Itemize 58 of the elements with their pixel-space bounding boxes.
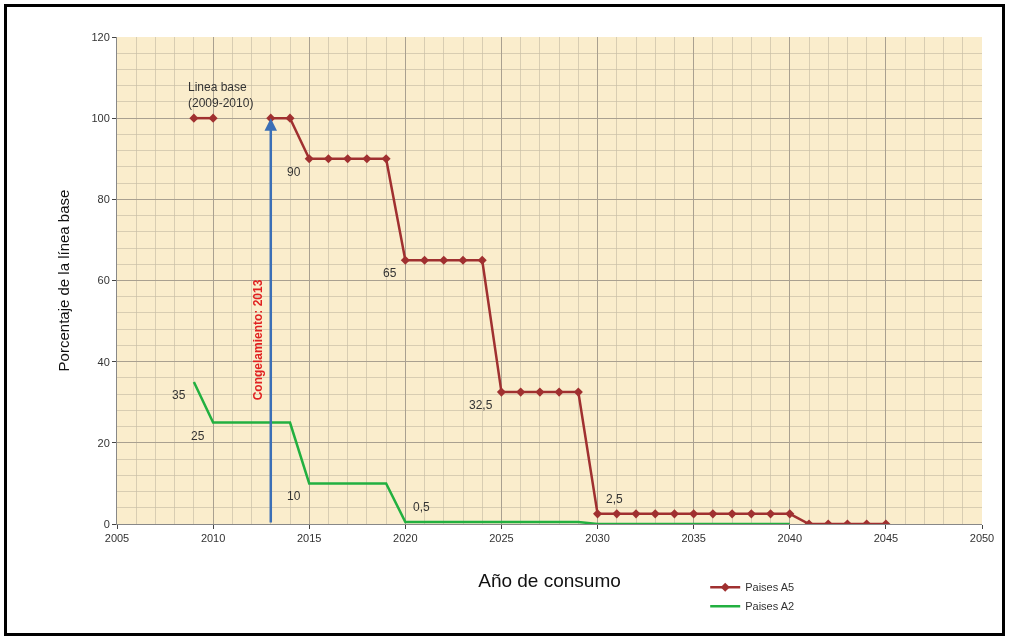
annotation: Linea base (2009-2010) xyxy=(188,80,254,110)
legend-label: Paises A5 xyxy=(745,581,795,594)
point xyxy=(535,387,545,397)
point xyxy=(727,509,737,519)
point xyxy=(785,509,795,519)
y-tick-label: 40 xyxy=(97,355,110,368)
point xyxy=(362,154,372,164)
x-tick-label: 2030 xyxy=(585,532,610,545)
x-tick-label: 2045 xyxy=(873,532,899,545)
y-axis-title: Porcentaje de la línea base xyxy=(54,189,72,372)
x-tick-label: 2005 xyxy=(104,532,130,545)
x-tick-label: 2035 xyxy=(681,532,706,545)
annotation: 35 xyxy=(172,388,186,402)
annotation: 65 xyxy=(383,266,397,280)
point xyxy=(458,255,468,265)
point xyxy=(208,113,218,123)
point xyxy=(343,154,353,164)
y-tick-label: 80 xyxy=(97,193,110,206)
point xyxy=(631,509,641,519)
point xyxy=(766,509,776,519)
y-tick-label: 60 xyxy=(97,274,110,287)
point xyxy=(746,509,756,519)
point xyxy=(400,255,410,265)
y-tick-label: 100 xyxy=(91,112,110,125)
point xyxy=(669,509,679,519)
annotation: 32,5 xyxy=(469,398,493,412)
point xyxy=(189,113,199,123)
point xyxy=(304,154,314,164)
point xyxy=(439,255,449,265)
x-tick-label: 2050 xyxy=(969,532,995,545)
y-tick-label: 0 xyxy=(103,517,110,530)
x-tick-label: 2025 xyxy=(489,532,514,545)
point xyxy=(650,509,660,519)
legend-label: Paises A2 xyxy=(745,600,795,613)
ref-line-label: Congelamiento: 2013 xyxy=(251,279,266,401)
x-tick-label: 2010 xyxy=(200,532,226,545)
y-tick-label: 20 xyxy=(97,436,110,449)
annotation: 90 xyxy=(287,165,301,179)
point xyxy=(381,154,391,164)
point xyxy=(612,509,622,519)
annotation: 10 xyxy=(287,489,301,503)
point xyxy=(593,509,603,519)
x-axis-title: Año de consumo xyxy=(478,570,621,591)
annotation: 2,5 xyxy=(606,492,624,506)
point xyxy=(323,154,333,164)
x-tick-label: 2040 xyxy=(777,532,803,545)
point xyxy=(285,113,295,123)
y-tick-label: 120 xyxy=(91,30,110,43)
point xyxy=(477,255,487,265)
point xyxy=(420,255,430,265)
point xyxy=(689,509,699,519)
annotation: 0,5 xyxy=(413,500,431,514)
annotation: 25 xyxy=(191,429,205,443)
point xyxy=(554,387,564,397)
x-tick-label: 2020 xyxy=(393,532,418,545)
x-tick-label: 2015 xyxy=(296,532,322,545)
point xyxy=(496,387,506,397)
point xyxy=(708,509,718,519)
